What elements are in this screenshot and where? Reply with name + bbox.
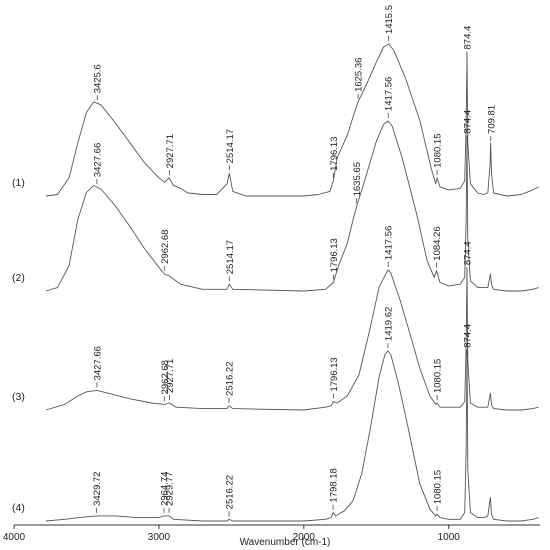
spectrum-name-label: (4) [12, 502, 25, 514]
peak-label: 874.4 [462, 110, 473, 134]
peak-label: 2964.74 [160, 472, 171, 506]
x-axis-title: Wavenumber (cm-1) [240, 537, 331, 548]
peak-label: 1417.56 [384, 77, 395, 111]
peak-label: 709.81 [486, 105, 497, 134]
peak-label: 2516.22 [225, 475, 236, 509]
peak-label: 3429.72 [92, 472, 103, 506]
peak-label: 1419.62 [383, 307, 394, 341]
spectrum-name-label: (3) [12, 391, 25, 403]
x-tick-label: 4000 [3, 532, 26, 543]
peak-label: 1084.26 [432, 226, 443, 260]
peak-label: 1796.13 [329, 137, 340, 171]
peak-label: 1625.36 [354, 58, 365, 92]
spectrum-name-label: (1) [12, 177, 25, 189]
peak-label: 1080.15 [433, 134, 444, 168]
peak-label: 1080.15 [433, 359, 444, 393]
peak-label: 2514.17 [225, 129, 236, 163]
peak-label: 1635.65 [352, 162, 363, 196]
x-tick-label: 3000 [148, 532, 171, 543]
peak-label: 2927.71 [165, 359, 176, 393]
spectrum-line-4 [45, 350, 539, 522]
x-axis: 4000 3000 2000 1000 [3, 524, 540, 543]
x-tick-label: 1000 [438, 532, 461, 543]
spectrum-name-label: (2) [12, 272, 25, 284]
peak-label: 1798.18 [329, 468, 340, 502]
peak-label: 1415.5 [384, 5, 395, 34]
peak-label: 1080.15 [433, 470, 444, 504]
peak-label: 2514.17 [225, 240, 236, 274]
peak-label-layer: 3425.6 2927.71 2514.17 1796.13 1625.36 1415.5… [92, 5, 497, 517]
peak-label: 3425.6 [93, 64, 104, 93]
peak-label: 1796.13 [329, 238, 340, 272]
peak-label: 874.4 [462, 26, 473, 50]
peak-label: 874.4 [462, 241, 473, 265]
series-layer: (1) (2) (3) (4) [12, 43, 539, 522]
x-tick-label: 2000 [293, 532, 316, 543]
peak-label: 1417.56 [384, 226, 395, 260]
peak-label: 2962.68 [160, 360, 171, 394]
peak-label: 2962.68 [160, 230, 171, 264]
spectrum-line-2 [45, 120, 539, 292]
peak-label: 3427.66 [92, 143, 103, 177]
peak-label: 2516.22 [225, 362, 236, 396]
spectrum-line-3 [45, 269, 539, 411]
peak-label: 1796.13 [329, 357, 340, 391]
spectrum-line-1 [45, 43, 539, 197]
peak-label: 2927.71 [165, 134, 176, 168]
peak-label: 2929.77 [165, 472, 176, 506]
peak-label: 3427.66 [92, 346, 103, 380]
peak-label: 874.4 [462, 324, 473, 348]
